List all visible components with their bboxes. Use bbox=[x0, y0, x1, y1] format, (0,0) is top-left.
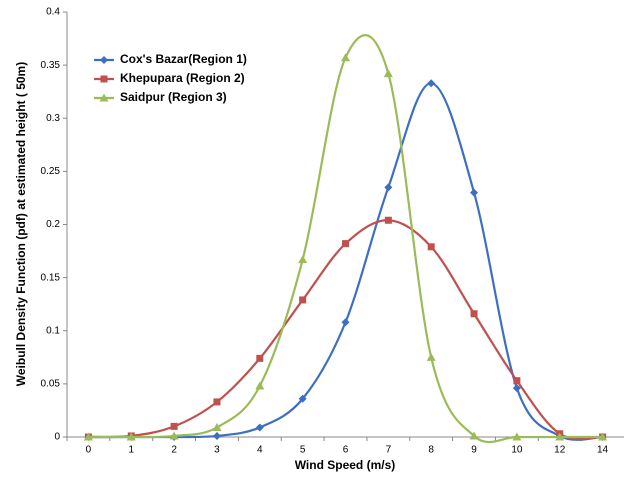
data-point bbox=[255, 423, 264, 432]
data-point bbox=[427, 79, 436, 88]
data-point bbox=[598, 432, 608, 441]
legend-marker bbox=[100, 75, 108, 83]
data-point bbox=[298, 394, 307, 403]
data-point bbox=[256, 354, 264, 362]
series-line bbox=[88, 82, 603, 441]
legend-marker bbox=[99, 93, 109, 102]
data-point bbox=[512, 384, 521, 393]
y-tick-label: 0 bbox=[54, 432, 60, 443]
x-tick-label: 8 bbox=[428, 445, 434, 456]
x-tick-label: 14 bbox=[597, 445, 609, 456]
legend-label: Saidpur (Region 3) bbox=[120, 90, 227, 104]
data-point bbox=[384, 183, 393, 192]
x-tick-label: 3 bbox=[214, 445, 220, 456]
series-line bbox=[88, 34, 603, 444]
legend-label: Cox's Bazar(Region 1) bbox=[120, 52, 247, 66]
data-point bbox=[427, 243, 435, 251]
y-tick-label: 0.3 bbox=[46, 113, 60, 124]
data-point bbox=[212, 422, 222, 431]
data-point bbox=[470, 310, 478, 318]
data-point bbox=[213, 398, 221, 406]
y-axis-title: Weibull Density Function (pdf) at estima… bbox=[14, 62, 28, 386]
y-tick-label: 0.2 bbox=[46, 219, 60, 230]
data-point bbox=[169, 431, 179, 440]
legend-label: Khepupara (Region 2) bbox=[120, 71, 245, 85]
data-point bbox=[212, 431, 221, 440]
data-point bbox=[299, 296, 307, 304]
data-point bbox=[341, 318, 350, 327]
x-axis-title: Wind Speed (m/s) bbox=[295, 458, 396, 472]
x-tick-label: 1 bbox=[128, 445, 134, 456]
data-point bbox=[341, 53, 350, 62]
x-tick-label: 10 bbox=[511, 445, 523, 456]
x-tick-label: 5 bbox=[300, 445, 306, 456]
y-tick-label: 0.4 bbox=[46, 7, 60, 18]
data-point bbox=[170, 422, 178, 430]
y-tick-label: 0.15 bbox=[41, 272, 61, 283]
data-point bbox=[83, 432, 93, 441]
data-point bbox=[255, 381, 265, 390]
data-point bbox=[384, 216, 392, 224]
data-point bbox=[470, 188, 479, 197]
y-tick-label: 0.25 bbox=[41, 166, 61, 177]
data-point bbox=[469, 431, 479, 440]
data-point bbox=[383, 69, 393, 78]
x-tick-label: 4 bbox=[257, 445, 263, 456]
data-point bbox=[426, 352, 436, 361]
y-tick-label: 0.1 bbox=[46, 325, 60, 336]
x-tick-label: 7 bbox=[386, 445, 392, 456]
x-tick-label: 0 bbox=[86, 445, 92, 456]
data-point bbox=[512, 432, 522, 441]
x-tick-label: 6 bbox=[343, 445, 349, 456]
x-tick-label: 9 bbox=[471, 445, 477, 456]
data-point bbox=[555, 432, 565, 441]
y-tick-label: 0.35 bbox=[41, 60, 61, 71]
data-point bbox=[342, 240, 349, 248]
legend-marker bbox=[100, 56, 108, 64]
y-tick-label: 0.05 bbox=[41, 379, 61, 390]
x-tick-label: 12 bbox=[554, 445, 566, 456]
data-point bbox=[513, 377, 521, 385]
data-point bbox=[298, 255, 308, 264]
data-point bbox=[126, 432, 136, 441]
x-tick-label: 2 bbox=[171, 445, 177, 456]
